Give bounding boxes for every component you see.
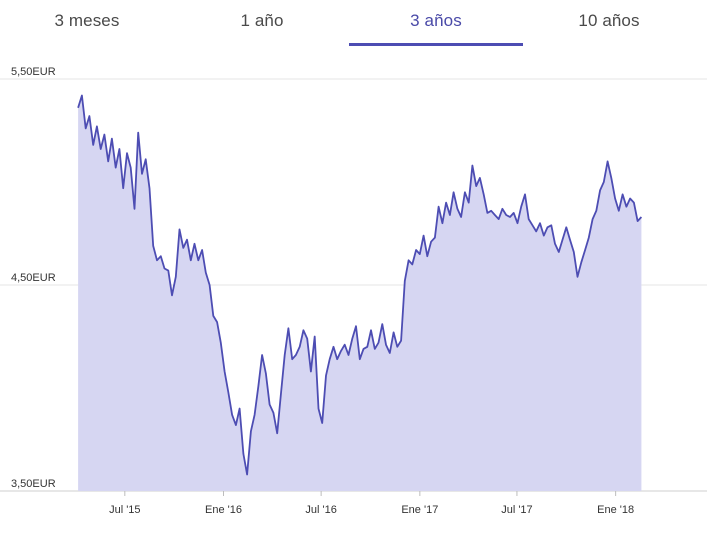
x-tick-label: Jul '17: [501, 504, 532, 516]
y-axis: 5,50EUR 4,50EUR 3,50EUR: [11, 66, 56, 490]
x-axis: Jul '15 Ene '16 Jul '16 Ene '17 Jul '17 Ene '…: [109, 491, 634, 516]
x-tick-label: Jul '15: [109, 504, 140, 516]
tab-label: 10 años: [578, 11, 640, 30]
y-tick-label: 3,50EUR: [11, 478, 56, 490]
x-tick-label: Ene '16: [205, 504, 242, 516]
tab-active-underline: [349, 43, 523, 46]
tab-label: 1 año: [240, 11, 284, 30]
price-chart: Jul '15 Ene '16 Jul '16 Ene '17 Jul '17 Ene '…: [0, 66, 707, 516]
tab-10-anos[interactable]: 10 años: [522, 0, 696, 46]
y-tick-label: 4,50EUR: [11, 272, 56, 284]
price-area-fill: [78, 95, 642, 491]
tab-1-ano[interactable]: 1 año: [175, 0, 349, 46]
tab-label: 3 meses: [54, 11, 120, 30]
tab-label: 3 años: [410, 11, 462, 30]
tab-3-anos[interactable]: 3 años: [349, 0, 523, 46]
tab-3-meses[interactable]: 3 meses: [0, 0, 174, 46]
x-tick-label: Ene '17: [401, 504, 438, 516]
range-tabs: 3 meses 1 año 3 años 10 años: [0, 0, 707, 46]
price-line: [77, 94, 643, 476]
x-tick-label: Ene '18: [597, 504, 634, 516]
y-tick-label: 5,50EUR: [11, 66, 56, 78]
x-tick-label: Jul '16: [305, 504, 336, 516]
